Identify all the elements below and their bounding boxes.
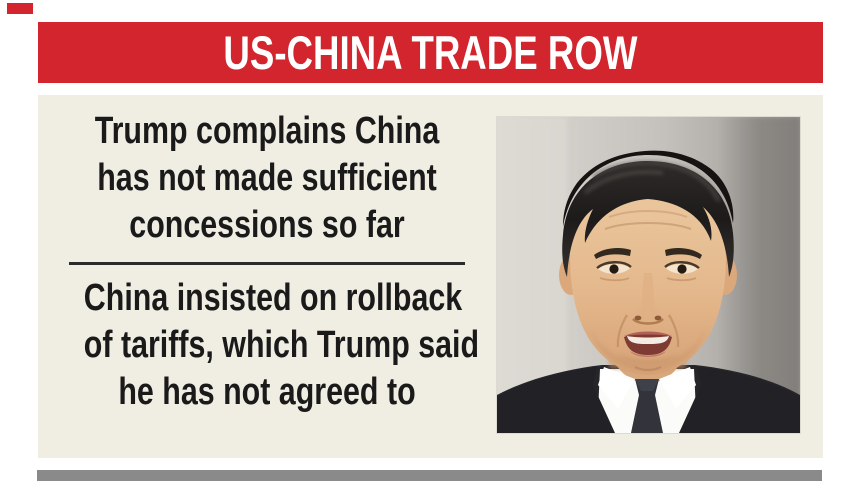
- points-column: Trump complains China has not made suffi…: [38, 95, 496, 458]
- point-2-line-3: he has not agreed to: [118, 371, 416, 413]
- header-banner: US-CHINA TRADE ROW: [38, 22, 823, 83]
- point-block-1: Trump complains China has not made suffi…: [38, 108, 496, 249]
- point-2-line-2: of tariffs, which Trump said: [83, 324, 480, 366]
- xi-jinping-portrait-illustration: [497, 117, 800, 433]
- point-block-2: China insisted on rollback of tariffs, w…: [38, 275, 496, 416]
- divider-rule: [69, 262, 465, 265]
- content-panel: Trump complains China has not made suffi…: [38, 95, 823, 458]
- point-2-line-1: China insisted on rollback: [83, 277, 463, 319]
- page-title: US-CHINA TRADE ROW: [223, 26, 638, 79]
- footer-bar: [37, 470, 822, 481]
- point-1-line-2: has not made sufficient: [97, 157, 437, 199]
- xi-jinping-photo: [497, 117, 800, 433]
- point-1-line-3: concessions so far: [129, 204, 405, 246]
- corner-accent-square: [7, 3, 33, 14]
- point-1-line-1: Trump complains China: [94, 110, 440, 152]
